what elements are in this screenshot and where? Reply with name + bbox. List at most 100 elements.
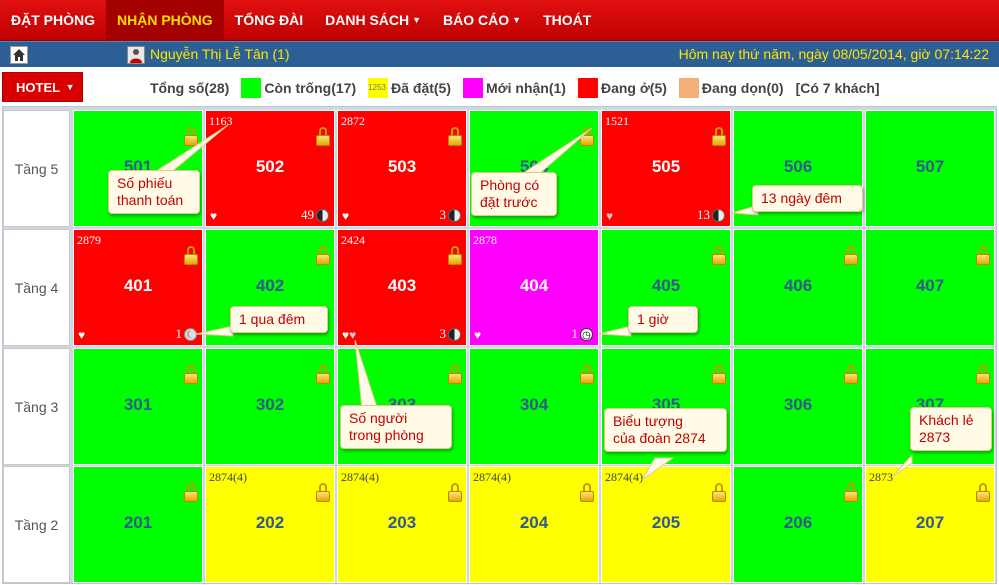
- menu-item-4[interactable]: BÁO CÁO ▼: [432, 0, 532, 41]
- lock-icon[interactable]: [316, 127, 330, 146]
- room-cell-507[interactable]: 507: [865, 110, 995, 227]
- lock-icon[interactable]: [712, 483, 726, 502]
- lock-icon[interactable]: [448, 483, 462, 502]
- legend-booked[interactable]: 1253 Đã đặt(5): [368, 78, 451, 98]
- lock-body: [976, 491, 990, 502]
- lock-shackle: [319, 483, 327, 491]
- ticket-number: 1521: [605, 114, 629, 128]
- room-cell-202[interactable]: 202 2874(4): [205, 466, 335, 583]
- lock-body: [580, 491, 594, 502]
- home-icon[interactable]: [10, 46, 28, 64]
- room-cell-203[interactable]: 203 2874(4): [337, 466, 467, 583]
- floor-label: Tầng 3: [3, 348, 70, 465]
- lock-icon[interactable]: [316, 246, 330, 265]
- lock-body: [316, 254, 330, 265]
- stay-counter: 3: [439, 326, 461, 342]
- lock-icon[interactable]: [184, 483, 198, 502]
- callout-hour: 1 giờ: [628, 306, 698, 333]
- lock-icon[interactable]: [448, 365, 462, 384]
- lock-icon[interactable]: [184, 246, 198, 265]
- menu-item-1[interactable]: NHẬN PHÒNG: [106, 0, 224, 41]
- lock-icon[interactable]: [316, 365, 330, 384]
- ticket-number: 2874(4): [209, 470, 247, 484]
- room-number: 302: [255, 395, 285, 414]
- room-cell-205[interactable]: 205 2874(4): [601, 466, 731, 583]
- lock-body: [976, 373, 990, 384]
- legend-empty[interactable]: Còn trống(17): [241, 78, 356, 98]
- lock-icon[interactable]: [712, 127, 726, 146]
- lock-icon[interactable]: [844, 483, 858, 502]
- yinyang-icon: [316, 208, 329, 222]
- stay-counter-value: 49: [301, 207, 314, 222]
- lock-icon[interactable]: [844, 365, 858, 384]
- room-cell-505[interactable]: 505 1521 ♥ 13: [601, 110, 731, 227]
- room-cell-206[interactable]: 206: [733, 466, 863, 583]
- lock-body: [712, 491, 726, 502]
- ticket-number: 2873: [869, 470, 893, 484]
- lock-icon[interactable]: [448, 127, 462, 146]
- menu-item-0[interactable]: ĐẶT PHÒNG: [0, 0, 106, 41]
- yinyang-icon: [448, 208, 461, 222]
- legend-cleaning[interactable]: Đang dọn(0): [678, 78, 784, 98]
- lock-icon[interactable]: [184, 127, 198, 146]
- room-cell-407[interactable]: 407: [865, 229, 995, 346]
- hotel-dropdown-button[interactable]: HOTEL ▼: [2, 72, 83, 102]
- lock-icon[interactable]: [580, 365, 594, 384]
- lock-icon[interactable]: [712, 365, 726, 384]
- menu-item-label: NHẬN PHÒNG: [117, 12, 213, 28]
- clock-icon: ◷: [580, 327, 593, 341]
- menu-item-3[interactable]: DANH SÁCH ▼: [314, 0, 432, 41]
- room-cell-503[interactable]: 503 2872 ♥ 3: [337, 110, 467, 227]
- lock-icon[interactable]: [976, 365, 990, 384]
- room-number: 206: [783, 513, 813, 532]
- stay-counter-value: 1: [175, 326, 183, 341]
- menu-item-label: TỔNG ĐÀI: [234, 12, 304, 28]
- lock-shackle: [451, 365, 459, 373]
- room-cell-404[interactable]: 404 2878 ♥ 1 ◷: [469, 229, 599, 346]
- legend-occupied[interactable]: Đang ở(5): [577, 78, 667, 98]
- room-cell-304[interactable]: 304: [469, 348, 599, 465]
- heart-icon: ♥: [342, 328, 350, 342]
- room-cell-207[interactable]: 207 2873: [865, 466, 995, 583]
- room-cell-301[interactable]: 301: [73, 348, 203, 465]
- room-cell-406[interactable]: 406: [733, 229, 863, 346]
- lock-icon[interactable]: [184, 365, 198, 384]
- current-user[interactable]: Nguyễn Thị Lễ Tân (1): [150, 46, 290, 62]
- chevron-down-icon: ▼: [412, 15, 422, 25]
- ticket-number: 1163: [209, 114, 233, 128]
- legend-cleaning-swatch: [678, 78, 699, 98]
- menu-item-5[interactable]: THOÁT: [532, 0, 602, 41]
- lock-body: [844, 491, 858, 502]
- lock-icon[interactable]: [580, 483, 594, 502]
- room-cell-401[interactable]: 401 2879 ♥ 1 ☾: [73, 229, 203, 346]
- lock-body: [448, 491, 462, 502]
- lock-icon[interactable]: [316, 483, 330, 502]
- lock-icon[interactable]: [448, 246, 462, 265]
- status-legend: Tổng số(28) Còn trống(17) 1253 Đã đặt(5) …: [150, 77, 892, 99]
- menu-item-2[interactable]: TỔNG ĐÀI: [224, 0, 314, 41]
- callout-walkin: Khách lẻ 2873: [910, 407, 992, 451]
- room-cell-403[interactable]: 403 2424 ♥♥ 3: [337, 229, 467, 346]
- stay-counter: 49: [301, 207, 329, 223]
- lock-body: [844, 373, 858, 384]
- room-number: 306: [783, 395, 813, 414]
- stay-counter-value: 3: [439, 326, 447, 341]
- lock-icon[interactable]: [844, 246, 858, 265]
- lock-icon[interactable]: [976, 483, 990, 502]
- lock-icon[interactable]: [976, 246, 990, 265]
- room-number: 205: [651, 513, 681, 532]
- heart-icon: ♥: [349, 328, 357, 342]
- room-cell-502[interactable]: 502 1163 ♥ 49: [205, 110, 335, 227]
- room-cell-306[interactable]: 306: [733, 348, 863, 465]
- room-cell-201[interactable]: 201: [73, 466, 203, 583]
- legend-new-label: Mới nhận(1): [486, 80, 566, 96]
- lock-shackle: [847, 246, 855, 254]
- lock-icon[interactable]: [580, 127, 594, 146]
- lock-icon[interactable]: [712, 246, 726, 265]
- room-cell-302[interactable]: 302: [205, 348, 335, 465]
- room-cell-204[interactable]: 204 2874(4): [469, 466, 599, 583]
- legend-new[interactable]: Mới nhận(1): [463, 78, 566, 98]
- user-avatar-icon: [127, 46, 145, 64]
- lock-body: [448, 254, 462, 265]
